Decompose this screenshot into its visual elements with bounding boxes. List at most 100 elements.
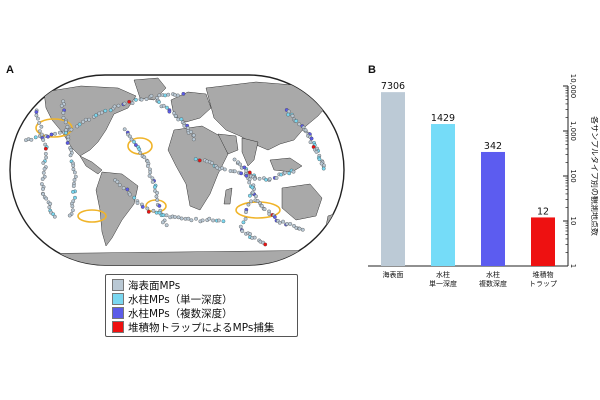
sample-dot xyxy=(317,157,322,162)
sample-dot xyxy=(77,122,82,127)
sample-dot xyxy=(67,213,72,218)
sample-dot xyxy=(128,134,132,139)
x-tick-label: 堆積物 xyxy=(533,270,554,279)
sample-dot xyxy=(65,141,70,145)
sample-dot xyxy=(288,222,293,226)
sample-dot xyxy=(71,189,75,194)
sample-dot xyxy=(37,129,42,134)
sample-dot xyxy=(157,210,162,215)
antarctica xyxy=(10,249,344,265)
sample-dot xyxy=(130,101,135,105)
sample-dot xyxy=(144,97,149,101)
y-tick-label: 100 xyxy=(569,169,577,182)
sample-dot xyxy=(321,166,326,171)
sample-dot xyxy=(129,137,134,142)
sample-dot xyxy=(42,174,47,179)
sample-dot xyxy=(255,199,260,203)
sample-dot xyxy=(36,116,40,121)
sample-dot xyxy=(44,155,48,160)
sample-dot xyxy=(39,182,44,186)
sample-dot xyxy=(264,177,268,182)
y-tick-label: 1,000 xyxy=(569,121,577,141)
sample-dot xyxy=(59,103,64,108)
sample-dot xyxy=(41,170,46,175)
legend-item: 堆積物トラップによるMPs捕集 xyxy=(112,320,292,334)
sample-dot xyxy=(179,117,184,122)
sample-dot xyxy=(149,94,154,98)
sample-dot xyxy=(145,164,150,168)
central-america xyxy=(79,155,103,175)
x-tick-label: トラップ xyxy=(529,280,557,288)
sample-dot xyxy=(179,216,184,221)
sample-dot xyxy=(145,206,150,211)
sample-dot xyxy=(72,178,77,182)
sample-dot xyxy=(241,220,246,225)
y-tick-label: 10,000 xyxy=(569,74,577,99)
sample-dot xyxy=(108,108,113,113)
sample-dot xyxy=(308,140,313,145)
sample-dot xyxy=(240,229,245,233)
africa xyxy=(167,125,229,211)
sample-dot xyxy=(63,120,68,125)
y-axis-label: 各サンプルタイプ別の観測地点数 xyxy=(590,116,598,236)
sample-dot xyxy=(291,169,296,174)
sample-dot xyxy=(172,93,177,97)
sample-dot xyxy=(73,195,77,200)
sample-dot xyxy=(40,177,45,181)
sample-dot xyxy=(146,209,151,214)
sample-dot xyxy=(217,218,221,223)
y-tick-label: 10 xyxy=(569,217,577,226)
sample-dot xyxy=(294,119,299,123)
x-tick-label: 水柱 xyxy=(436,270,450,279)
sample-dot xyxy=(81,119,86,124)
sample-dot xyxy=(297,226,302,231)
sample-dot xyxy=(194,216,198,221)
sample-dot xyxy=(153,185,157,190)
sample-dot xyxy=(125,187,130,192)
sample-dot xyxy=(69,147,73,152)
sample-dot xyxy=(70,208,75,213)
bar-value-label: 1429 xyxy=(431,113,455,124)
sample-dot xyxy=(283,170,287,175)
sample-dot xyxy=(303,128,308,133)
sample-dot xyxy=(150,180,155,184)
gyre-south-pacific xyxy=(77,209,107,223)
sample-dot xyxy=(44,196,49,201)
sample-dot xyxy=(161,103,166,108)
sample-dot xyxy=(42,167,47,171)
sample-dot xyxy=(134,98,138,102)
sample-dot xyxy=(200,218,205,223)
sample-dot xyxy=(100,110,104,115)
sample-dot xyxy=(139,97,144,102)
sample-dot xyxy=(254,194,258,199)
sample-dot xyxy=(43,151,48,156)
sample-dot xyxy=(165,105,169,110)
legend-label: 堆積物トラップによるMPs捕集 xyxy=(128,321,275,334)
sample-dot xyxy=(250,185,255,190)
sample-dot xyxy=(71,163,76,168)
sample-dot xyxy=(272,215,277,219)
sample-dot xyxy=(176,215,181,220)
sample-dot xyxy=(267,177,272,181)
sample-dot xyxy=(39,124,44,129)
sample-dot xyxy=(137,147,142,152)
sample-dot xyxy=(39,132,44,137)
legend-label: 水柱MPs（複数深度） xyxy=(128,307,233,320)
world-map xyxy=(9,74,345,266)
sample-dot xyxy=(69,127,74,132)
sample-dot xyxy=(239,171,244,176)
sample-dot xyxy=(244,168,249,173)
sample-dot xyxy=(263,242,268,247)
sample-dot xyxy=(122,101,127,106)
sample-dot xyxy=(244,210,248,215)
sample-dot xyxy=(83,117,88,122)
sample-dot xyxy=(164,223,169,228)
bar xyxy=(381,92,405,266)
sample-dot xyxy=(247,180,252,185)
sample-dot xyxy=(175,93,180,98)
sample-dot xyxy=(300,227,305,232)
x-tick-label: 複数深度 xyxy=(479,279,507,288)
madagascar xyxy=(223,187,233,205)
sample-dot xyxy=(34,113,39,118)
y-tick-label: 1 xyxy=(569,264,577,268)
